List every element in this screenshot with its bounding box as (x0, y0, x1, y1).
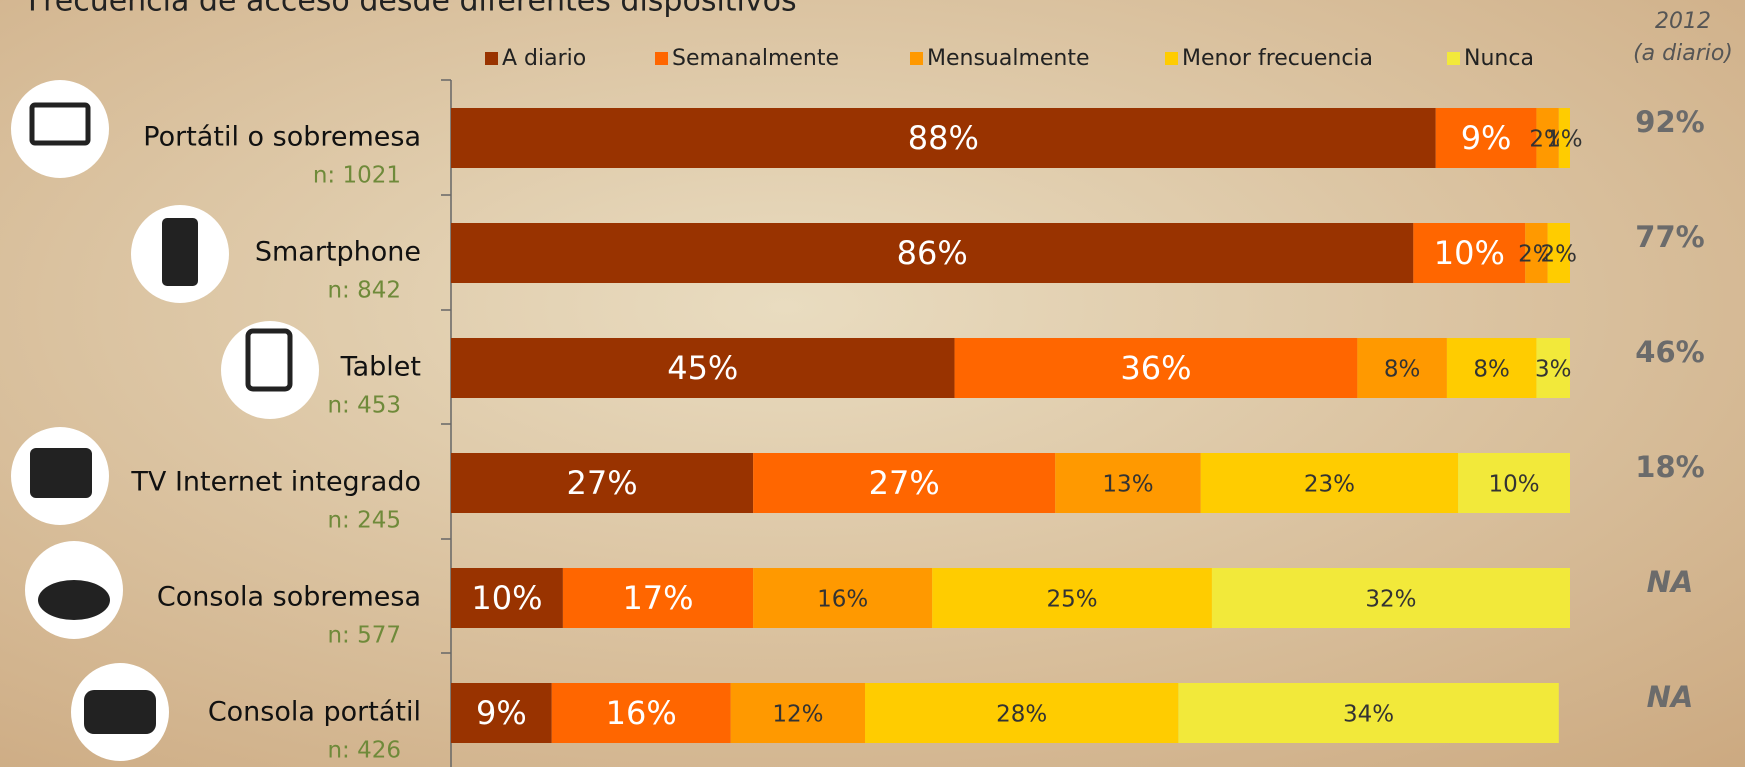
bar-segment (451, 338, 955, 398)
legend-swatch (485, 52, 498, 65)
value-label: 12% (772, 702, 823, 728)
sample-size: n: 842 (327, 278, 401, 304)
column-header: (a diario) (1633, 41, 1733, 66)
value-label: 27% (567, 464, 638, 502)
value-label: 32% (1365, 587, 1416, 613)
reference-value: NA (1647, 680, 1694, 714)
bar-segment (865, 683, 1179, 743)
bar-segment (1536, 108, 1559, 168)
bar-segment (1055, 453, 1201, 513)
bar-segment (1558, 108, 1570, 168)
sample-size: n: 1021 (313, 163, 401, 189)
sample-size: n: 426 (327, 738, 401, 764)
value-label: 16% (606, 694, 677, 732)
reference-value: 18% (1635, 450, 1704, 484)
bar-segment (1458, 453, 1570, 513)
legend-swatch (910, 52, 923, 65)
sample-size: n: 577 (327, 623, 401, 649)
value-label: 8% (1384, 357, 1421, 383)
bar-segment (932, 568, 1212, 628)
sample-size: n: 245 (327, 508, 401, 534)
category-label: Smartphone (255, 237, 421, 268)
value-label: 2% (1541, 242, 1578, 268)
bar-segment (451, 108, 1436, 168)
value-label: 27% (869, 464, 940, 502)
device-icons (11, 80, 319, 761)
legend-swatch (1165, 52, 1178, 65)
legend-label: Mensualmente (927, 46, 1090, 71)
axis (441, 79, 452, 767)
value-label: 34% (1343, 702, 1394, 728)
value-label: 28% (996, 702, 1047, 728)
value-label: 1% (1546, 127, 1583, 153)
column-header: 2012 (1655, 9, 1711, 34)
category-label: TV Internet integrado (130, 467, 421, 498)
bar-segment (954, 338, 1358, 398)
category-label: Tablet (340, 352, 421, 383)
bar-segment (1413, 223, 1526, 283)
reference-value: NA (1647, 565, 1694, 599)
value-label: 10% (471, 579, 542, 617)
legend-label: Menor frecuencia (1182, 46, 1373, 71)
value-label: 9% (476, 694, 527, 732)
category-label: Consola sobremesa (157, 582, 421, 613)
legend-label: A diario (502, 46, 586, 71)
category-label: Consola portátil (208, 697, 421, 728)
value-label: 9% (1461, 119, 1512, 157)
sample-size: n: 453 (327, 393, 401, 419)
bar-segment (451, 568, 563, 628)
bar-segment (1536, 338, 1570, 398)
legend-label: Semanalmente (672, 46, 839, 71)
value-label: 25% (1046, 587, 1097, 613)
value-label: 16% (817, 587, 868, 613)
reference-value: 46% (1635, 335, 1704, 369)
bar-segment (551, 683, 731, 743)
value-label: 10% (1488, 472, 1539, 498)
bar-segment (730, 683, 866, 743)
bar-segment (1178, 683, 1559, 743)
legend-swatch (1447, 52, 1460, 65)
legend-label: Nunca (1464, 46, 1534, 71)
value-label: 88% (908, 119, 979, 157)
value-label: 3% (1535, 357, 1572, 383)
bar-segment (451, 223, 1414, 283)
legend-swatch (655, 52, 668, 65)
bar-segment (1211, 568, 1570, 628)
value-label: 86% (897, 234, 968, 272)
bar-segment (451, 453, 754, 513)
bar-segment (1200, 453, 1459, 513)
chart-title: Frecuencia de acceso desde diferentes di… (28, 0, 797, 19)
reference-value: 92% (1635, 105, 1704, 139)
value-label: 13% (1102, 472, 1153, 498)
value-label: 10% (1434, 234, 1505, 272)
bar-segment (753, 453, 1056, 513)
category-label: Portátil o sobremesa (143, 122, 421, 153)
bar-segment (1357, 338, 1447, 398)
bar-segment (1435, 108, 1537, 168)
bar-segment (753, 568, 933, 628)
value-label: 8% (1473, 357, 1510, 383)
value-label: 17% (622, 579, 693, 617)
bar-segment (1446, 338, 1537, 398)
reference-value: 77% (1635, 220, 1704, 254)
value-label: 45% (667, 349, 738, 387)
bar-segment (1547, 223, 1570, 283)
bar-segment (562, 568, 754, 628)
bar-segment (1525, 223, 1548, 283)
value-label: 36% (1120, 349, 1191, 387)
bar-segment (451, 683, 552, 743)
value-label: 23% (1304, 472, 1355, 498)
